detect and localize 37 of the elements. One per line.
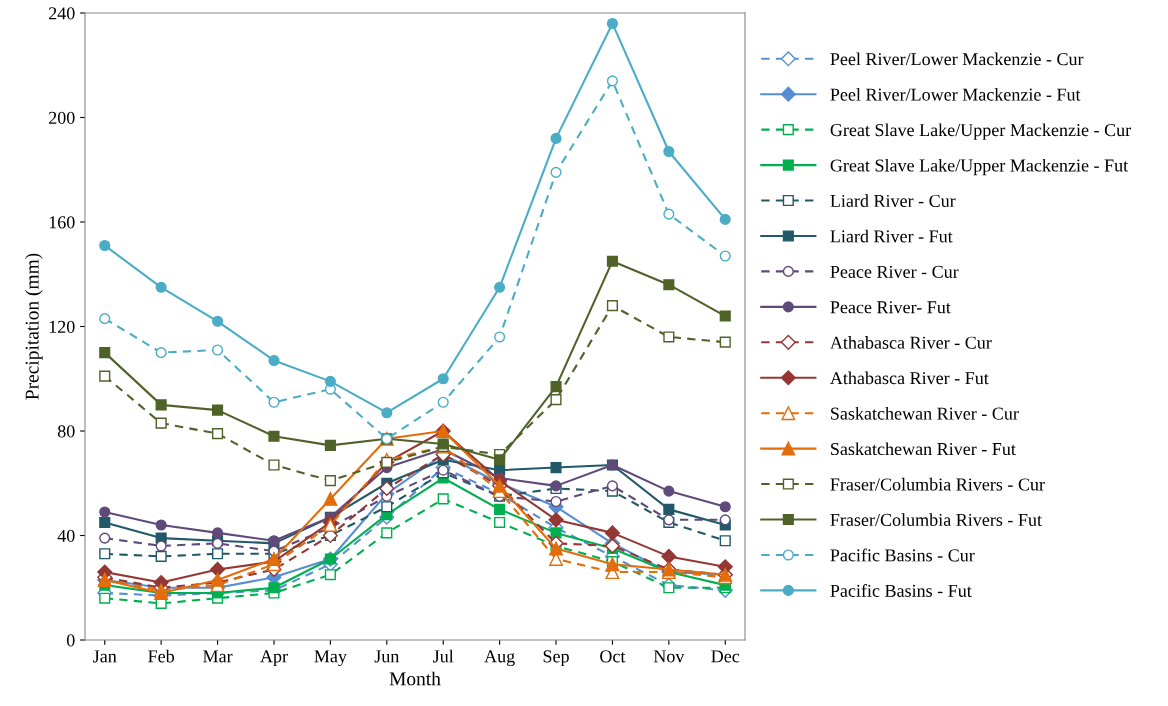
y-tick-label: 160 xyxy=(49,216,75,229)
legend-label: Peace River - Cur xyxy=(830,265,959,278)
x-tick-label: Feb xyxy=(148,649,175,663)
legend-label: Saskatchewan River - Fut xyxy=(831,442,1016,456)
y-tick-label: 40 xyxy=(57,529,75,542)
y-axis-title: Precipitation (mm) xyxy=(25,253,43,400)
legend-label: Pacific Basins - Fut xyxy=(830,584,972,597)
legend-label: Liard River - Cur xyxy=(830,194,956,208)
x-tick-label: Aug xyxy=(484,650,515,667)
legend-label: Athabasca River - Fut xyxy=(830,371,989,385)
legend-label: Athabasca River - Cur xyxy=(830,336,992,349)
x-tick-label: Jan xyxy=(93,650,117,663)
x-tick-label: Mar xyxy=(203,650,233,663)
legend-label: Peace River- Fut xyxy=(830,301,951,314)
x-tick-label: Sep xyxy=(543,650,569,667)
legend-label: Liard River - Fut xyxy=(830,229,953,243)
x-axis-title: Month xyxy=(389,671,441,686)
x-tick-label: Jun xyxy=(374,650,400,663)
y-tick-label: 0 xyxy=(66,634,75,647)
legend-label: Peel River/Lower Mackenzie - Cur xyxy=(830,52,1084,66)
x-tick-label: Apr xyxy=(260,650,288,667)
y-tick-label: 240 xyxy=(48,7,75,20)
x-tick-label: Dec xyxy=(711,650,740,663)
y-tick-label: 200 xyxy=(48,111,75,124)
legend-label: Great Slave Lake/Upper Mackenzie - Fut xyxy=(830,158,1129,176)
x-tick-label: May xyxy=(314,650,347,667)
x-tick-label: Nov xyxy=(653,650,685,663)
y-tick-label: 80 xyxy=(57,425,75,438)
legend-label: Peel River/Lower Mackenzie - Fut xyxy=(830,87,1081,101)
legend-label: Fraser/Columbia Rivers - Cur xyxy=(830,477,1045,491)
x-tick-label: Jul xyxy=(433,649,454,663)
legend-label: Pacific Basins - Cur xyxy=(830,548,975,562)
x-tick-label: Oct xyxy=(600,650,626,663)
legend-label: Great Slave Lake/Upper Mackenzie - Cur xyxy=(830,123,1131,140)
legend-label: Fraser/Columbia Rivers - Fut xyxy=(830,513,1042,527)
legend-label: Saskatchewan River - Cur xyxy=(831,406,1019,420)
y-tick-label: 120 xyxy=(49,320,75,333)
